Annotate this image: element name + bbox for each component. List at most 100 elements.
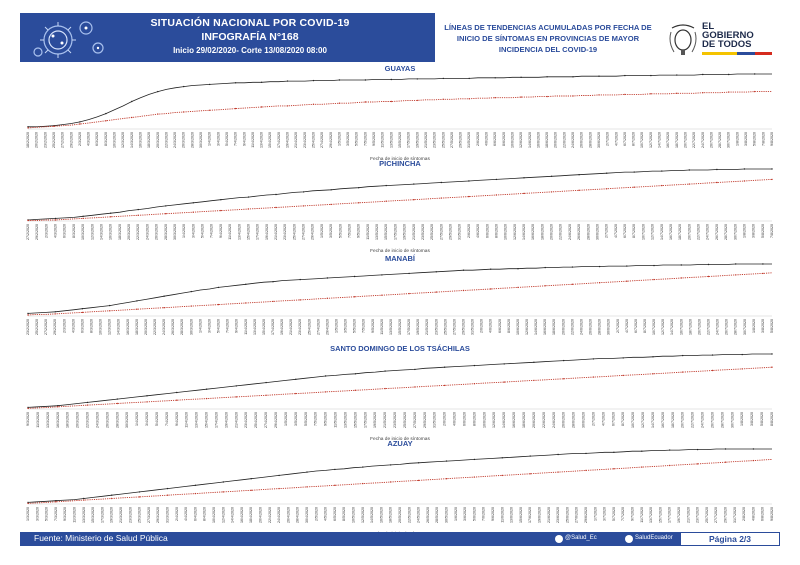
series-line-0: [27, 353, 772, 408]
data-point: [245, 283, 247, 285]
tick-label: 6/7/2020: [634, 319, 638, 333]
data-point: [136, 300, 138, 302]
data-point: [592, 376, 595, 378]
tick-label: 6/3/2020: [80, 319, 84, 333]
tick-label: 26/3/2020: [105, 412, 109, 428]
tick-label: 2/6/2020: [467, 224, 471, 238]
tick-label: 3/3/2020: [35, 507, 39, 521]
data-point: [494, 77, 496, 79]
data-point: [676, 92, 678, 94]
tick-label: 18/7/2020: [671, 412, 675, 428]
data-point: [390, 464, 392, 466]
data-point: [55, 500, 57, 502]
data-point: [417, 479, 420, 482]
data-point: [390, 78, 392, 81]
data-point: [707, 263, 710, 266]
data-point: [416, 78, 418, 80]
tick-label: 30/6/2020: [595, 224, 599, 240]
tick-label: 19/4/2020: [265, 224, 269, 240]
tick-label: 8/3/2020: [104, 132, 108, 146]
tick-label: 30/5/2020: [444, 507, 448, 523]
data-point: [247, 208, 250, 210]
tick-label: 29/2/2020: [35, 224, 39, 240]
data-point: [222, 491, 224, 493]
data-point: [702, 73, 704, 76]
tick-label: 28/7/2020: [718, 132, 722, 148]
footer: Fuente: Ministerio de Salud Pública @Sal…: [20, 532, 780, 546]
source-text: Fuente: Ministerio de Salud Pública: [34, 533, 168, 543]
tick-label: 5/8/2020: [761, 224, 765, 238]
twitter-handle: @Salud_Ec: [565, 535, 597, 541]
tick-label: 1/8/2020: [735, 132, 739, 146]
tick-label: 9/5/2020: [371, 319, 375, 333]
data-point: [302, 205, 305, 207]
data-point: [669, 449, 671, 451]
tick-label: 4/3/2020: [54, 224, 58, 238]
tick-label: 24/3/2020: [173, 132, 177, 148]
tick-label: 16/6/2020: [536, 132, 540, 148]
data-point: [364, 79, 367, 81]
data-point: [245, 302, 247, 304]
flag-stripe-yellow: [702, 52, 737, 55]
data-point: [571, 283, 574, 285]
tick-label: 23/5/2020: [433, 132, 437, 148]
data-point: [520, 96, 522, 98]
tick-label: 14/6/2020: [528, 132, 532, 148]
tick-label: 15/4/2020: [246, 224, 250, 240]
tick-label: 14/4/2020: [231, 507, 235, 523]
tick-label: 8/8/2020: [770, 412, 774, 426]
tick-label: 30/6/2020: [581, 412, 585, 428]
data-point: [557, 453, 559, 456]
data-point: [563, 378, 565, 380]
data-point: [81, 308, 84, 310]
tick-label: 28/6/2020: [588, 132, 592, 148]
tick-label: 7/5/2020: [363, 132, 367, 146]
tick-label: 26/4/2020: [286, 507, 290, 523]
tick-label: 24/3/2020: [145, 224, 149, 240]
tick-label: 27/4/2020: [316, 319, 320, 335]
tick-label: 13/4/2020: [237, 224, 241, 240]
data-point: [653, 264, 655, 267]
tick-label: 22/3/2020: [85, 412, 89, 428]
tick-label: 1/8/2020: [742, 224, 746, 238]
tick-label: 14/6/2020: [534, 319, 538, 335]
page-number: Página 2/3: [708, 534, 752, 544]
tick-label: 17/4/2020: [271, 319, 275, 335]
tick-label: 25/5/2020: [430, 224, 434, 240]
data-point: [572, 76, 574, 78]
tick-label: 22/7/2020: [696, 224, 700, 240]
tick-label: 2/3/2020: [78, 132, 82, 146]
tick-label: 10/5/2020: [351, 507, 355, 523]
data-point: [165, 205, 167, 207]
data-point: [166, 487, 169, 490]
tick-label: 19/4/2020: [280, 319, 284, 335]
tick-label: 16/3/2020: [138, 132, 142, 148]
tick-label: 10/6/2020: [482, 412, 486, 428]
tick-label: 18/3/2020: [66, 412, 70, 428]
tick-label: 3/5/2020: [346, 132, 350, 146]
tick-label: 22/6/2020: [570, 319, 574, 335]
tick-label: 2/6/2020: [476, 132, 480, 146]
tick-label: 4/4/2020: [184, 507, 188, 521]
data-point: [661, 184, 663, 187]
data-point: [222, 481, 224, 483]
tick-label: 14/7/2020: [670, 319, 674, 335]
tick-label: 16/6/2020: [512, 412, 516, 428]
tick-label: 2/3/2020: [44, 224, 48, 238]
tick-label: 20/7/2020: [681, 412, 685, 428]
tick-label: 27/4/2020: [302, 224, 306, 240]
data-point: [334, 468, 336, 471]
tick-label: 9/6/2020: [491, 507, 495, 521]
tick-label: 28/5/2020: [435, 507, 439, 523]
data-point: [79, 121, 81, 123]
chart-title: GUAYAS: [385, 64, 416, 73]
data-point: [163, 295, 165, 297]
tick-label: 10/6/2020: [510, 132, 514, 148]
data-point: [546, 95, 548, 98]
tick-label: 27/5/2020: [450, 132, 454, 148]
data-point: [503, 363, 505, 365]
tick-label: 18/6/2020: [545, 132, 549, 148]
data-point: [384, 387, 386, 390]
tick-label: 20/7/2020: [697, 319, 701, 335]
data-point: [250, 489, 252, 491]
